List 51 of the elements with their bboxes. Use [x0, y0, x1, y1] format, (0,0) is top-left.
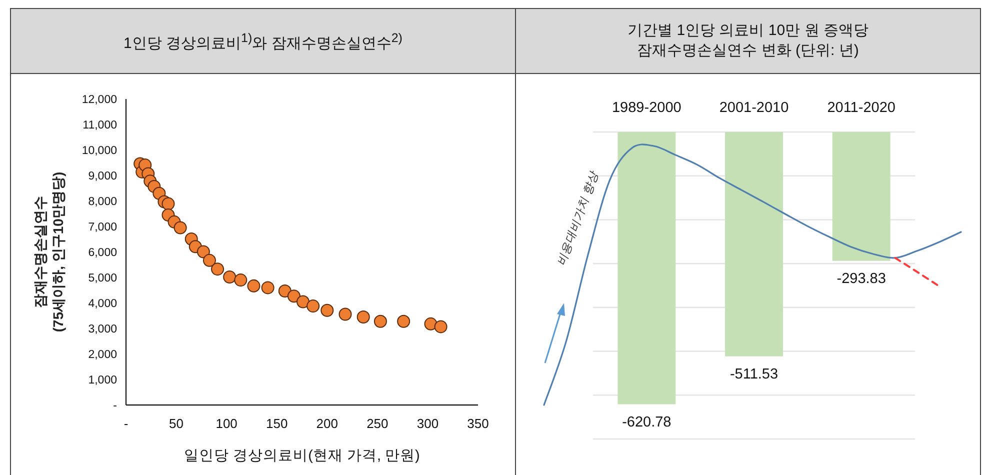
y-tick-label: 11,000 — [82, 120, 117, 132]
point — [320, 304, 334, 317]
y-tick-label: 1,000 — [88, 374, 117, 386]
x-tick-label: 250 — [366, 416, 388, 431]
point — [162, 197, 175, 210]
y-tick-label: 7,000 — [88, 222, 117, 234]
y-tick-label: 3,000 — [88, 324, 117, 336]
point — [374, 314, 387, 328]
x-tick-label: 100 — [216, 416, 238, 431]
point — [306, 300, 320, 313]
point — [287, 290, 300, 303]
y-tick-label: 8,000 — [88, 196, 117, 208]
chart-title: 1인당 경상의료비$^{1)}$와 잠재수명손실연수$^{2)}$ — [124, 30, 402, 54]
data-label: -293.83 — [836, 270, 886, 287]
y-tick-label: 4,000 — [88, 298, 117, 310]
x-tick-label: 2011-2020 — [827, 100, 896, 116]
y-tick-label: 9,000 — [88, 170, 117, 182]
data-label: -511.53 — [730, 366, 778, 382]
y-tick-label: - — [113, 400, 118, 412]
point — [202, 254, 216, 267]
y-tick-label: 2,000 — [88, 349, 117, 361]
point — [174, 221, 187, 234]
point — [434, 320, 448, 334]
point — [424, 317, 438, 330]
x-tick-label: 2001-2010 — [719, 100, 789, 116]
x-tick-label: - — [124, 416, 128, 431]
x-tick-label: 200 — [316, 416, 338, 431]
x-tick-label: 50 — [169, 416, 184, 431]
point — [356, 310, 370, 324]
point — [211, 262, 224, 276]
y-tick-label: 10,000 — [82, 145, 117, 157]
y-tick-label: 6,000 — [88, 247, 117, 259]
point — [234, 274, 248, 287]
y-tick-label: 5,000 — [88, 272, 117, 284]
point — [278, 284, 292, 298]
data-label: -620.78 — [622, 414, 672, 430]
x-tick-label: 300 — [416, 416, 439, 431]
point — [296, 295, 310, 308]
point — [196, 245, 210, 258]
x-axis-title: 일인당 경상의료비(현재 가격, 만원) — [184, 448, 420, 464]
chart-title: 기간별 1인당 의료비 10만 원 증액당 잠재수명손실연수 변화 (단위: 년) — [628, 21, 868, 61]
point — [261, 281, 274, 294]
point — [247, 279, 260, 292]
y-tick-label: 12,000 — [82, 94, 117, 106]
x-tick-label: 350 — [467, 416, 489, 431]
point — [338, 308, 352, 321]
point — [397, 314, 410, 328]
point — [223, 270, 236, 284]
y-axis-title: 잠재수명손실연수 (75세이하, 인구10만명당) — [32, 172, 66, 332]
x-tick-label: 150 — [266, 416, 288, 431]
x-tick-label: 1989-2000 — [612, 100, 682, 116]
